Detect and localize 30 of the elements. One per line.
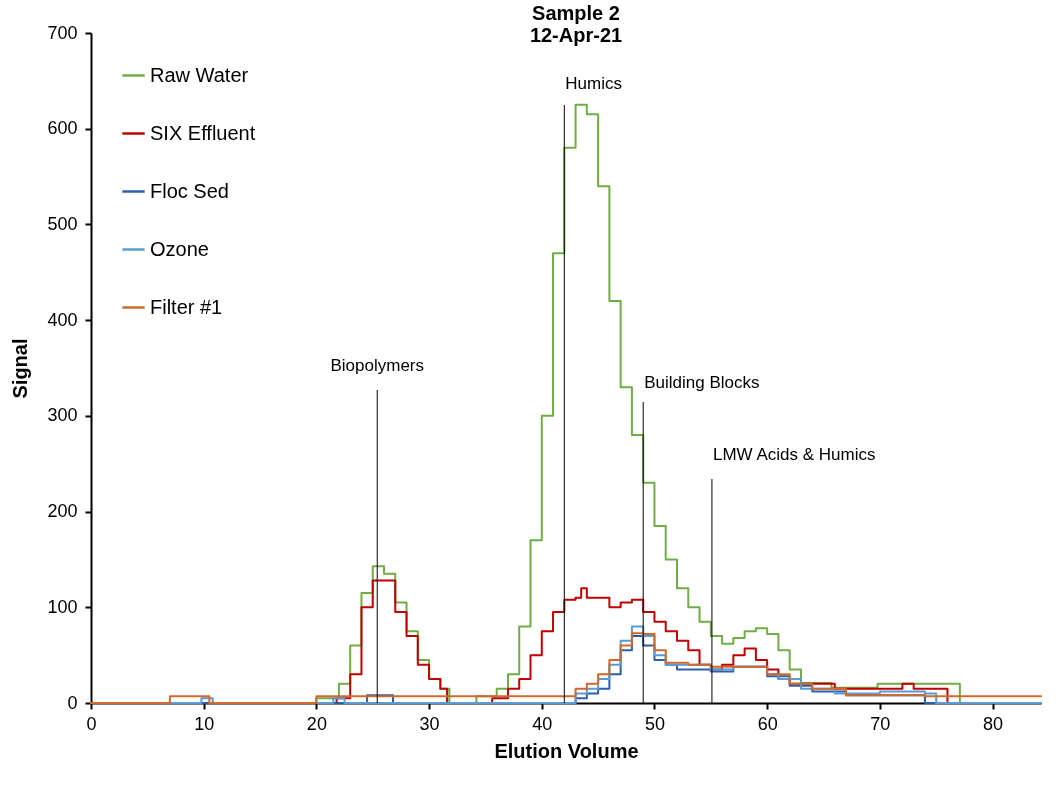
y-tick-label: 400 [47,309,78,330]
y-tick-label: 300 [47,405,78,426]
x-tick-label: 80 [983,713,1004,734]
legend-label: Filter #1 [150,295,223,318]
y-axis-title: Signal [9,338,32,399]
x-axis-title: Elution Volume [494,739,639,762]
x-tick-label: 10 [194,713,215,734]
ref-line-label: Biopolymers [330,356,425,375]
legend-label: Ozone [150,237,209,260]
ref-line-label: Humics [565,74,622,93]
x-tick-label: 30 [419,713,440,734]
legend-label: Floc Sed [150,179,229,202]
ref-line-label: LMW Acids & Humics [712,445,876,464]
y-tick-label: 200 [47,501,78,522]
ref-line-label: Building Blocks [644,373,760,392]
y-tick-label: 0 [67,692,78,713]
x-tick-label: 0 [86,713,97,734]
legend-label: Raw Water [150,63,249,86]
y-tick-label: 100 [47,596,78,617]
y-tick-label: 500 [47,213,78,234]
legend-label: SIX Effluent [150,121,256,144]
x-tick-label: 20 [306,713,327,734]
x-tick-label: 40 [532,713,553,734]
chart-title: Sample 2 [532,2,620,24]
y-tick-label: 600 [47,118,78,139]
x-tick-label: 70 [870,713,891,734]
y-tick-label: 700 [47,22,78,43]
chart-subtitle: 12-Apr-21 [529,24,623,46]
x-tick-label: 50 [644,713,665,734]
x-tick-label: 60 [757,713,778,734]
